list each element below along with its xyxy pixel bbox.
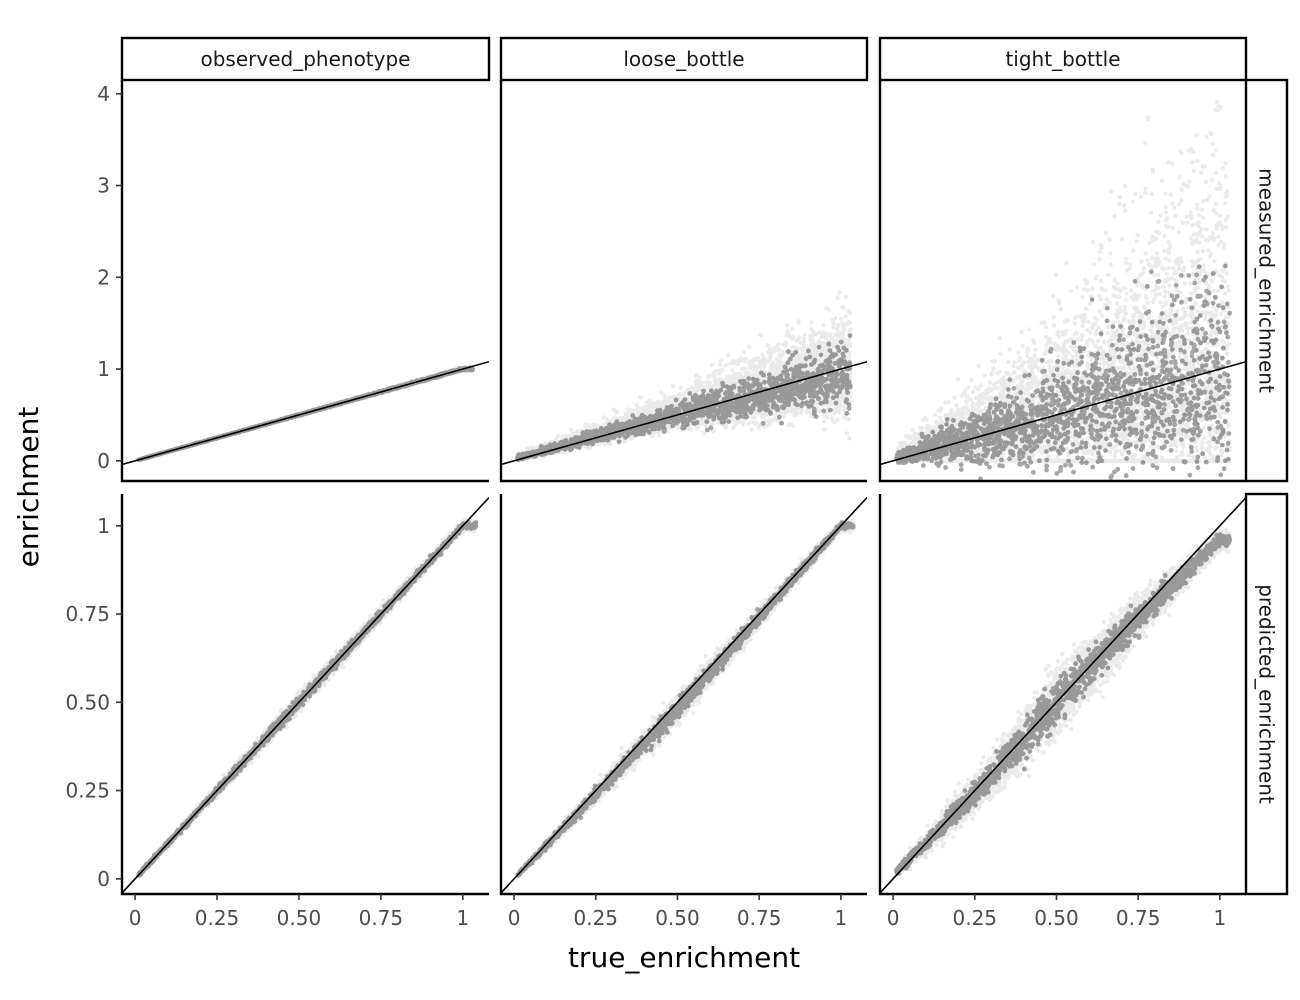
y-tick-label: 1: [97, 357, 110, 381]
x-tick-label: 1: [1213, 906, 1226, 930]
x-tick-label: 0: [887, 906, 900, 930]
x-tick-label: 1: [456, 906, 469, 930]
x-tick-label: 0.75: [1116, 906, 1161, 930]
reference-line: [501, 496, 867, 894]
column-strip: [120, 36, 491, 82]
x-tick-label: 0.50: [1034, 906, 1079, 930]
x-tick-label: 0: [508, 906, 521, 930]
x-tick-label: 0.25: [953, 906, 998, 930]
scatter-points: [515, 517, 857, 877]
x-axis-title: true_enrichment: [568, 941, 800, 974]
labels-layer: observed_phenotype loose_bottle tight_bott…: [65, 47, 1278, 930]
column-strip: [878, 36, 1248, 82]
y-tick-label: 0: [97, 867, 110, 891]
panel-observed_phenotype-predicted_enrichment: [122, 496, 489, 894]
x-tick-label: 0.25: [195, 906, 240, 930]
x-tick-label: 0.75: [359, 906, 404, 930]
row-strip: [1244, 492, 1289, 896]
panel-loose_bottle-predicted_enrichment: [501, 496, 867, 894]
scatter-points-core: [515, 520, 856, 878]
panel-axis-frame: [499, 494, 867, 896]
scatter-points: [515, 290, 853, 462]
reference-line: [880, 360, 1246, 466]
column-strip: [499, 36, 869, 82]
panel-loose_bottle-measured_enrichment: [501, 290, 867, 466]
y-tick-label: 0.50: [65, 690, 110, 714]
panel-axis-frame: [878, 494, 1246, 896]
column-strip-label: tight_bottle: [1005, 47, 1120, 71]
x-tick-label: 1: [834, 906, 847, 930]
column-strip-label: loose_bottle: [623, 47, 744, 71]
panel-axis-frame: [499, 80, 867, 483]
column-strip-label: observed_phenotype: [201, 47, 411, 71]
y-tick-label: 1: [97, 514, 110, 538]
y-tick-label: 4: [97, 82, 110, 106]
x-tick-label: 0.75: [737, 906, 782, 930]
scatter-points: [136, 518, 479, 879]
y-tick-label: 3: [97, 174, 110, 198]
x-tick-label: 0.25: [574, 906, 619, 930]
y-tick-label: 2: [97, 265, 110, 289]
y-tick-label: 0.25: [65, 779, 110, 803]
reference-line: [122, 496, 489, 894]
panel-tight_bottle-measured_enrichment: [880, 100, 1246, 481]
scatter-points-core: [894, 263, 1232, 481]
y-tick-label: 0.75: [65, 602, 110, 626]
x-tick-label: 0: [129, 906, 142, 930]
scatter-points-core: [894, 532, 1232, 876]
reference-line: [501, 360, 867, 466]
scatter-points: [894, 100, 1232, 464]
row-strip: [1244, 78, 1289, 483]
panel-observed_phenotype-measured_enrichment: [122, 360, 489, 466]
scatter-points-core: [515, 333, 853, 463]
y-tick-label: 0: [97, 449, 110, 473]
reference-line: [122, 360, 489, 466]
panel-axis-frame: [120, 494, 489, 896]
scatter-points-core: [136, 519, 479, 878]
panel-axis-frame: [120, 80, 489, 483]
row-strip-label: predicted_enrichment: [1255, 584, 1279, 804]
x-tick-label: 0.50: [277, 906, 322, 930]
panel-tight_bottle-predicted_enrichment: [880, 496, 1246, 894]
frames-layer: [116, 36, 1289, 900]
reference-line: [880, 496, 1246, 894]
panels-layer: [122, 100, 1246, 894]
row-strip-label: measured_enrichment: [1255, 168, 1279, 393]
x-tick-label: 0.50: [655, 906, 700, 930]
scatter-points: [894, 527, 1232, 879]
panel-axis-frame: [878, 80, 1246, 483]
y-axis-title: enrichment: [12, 407, 45, 568]
